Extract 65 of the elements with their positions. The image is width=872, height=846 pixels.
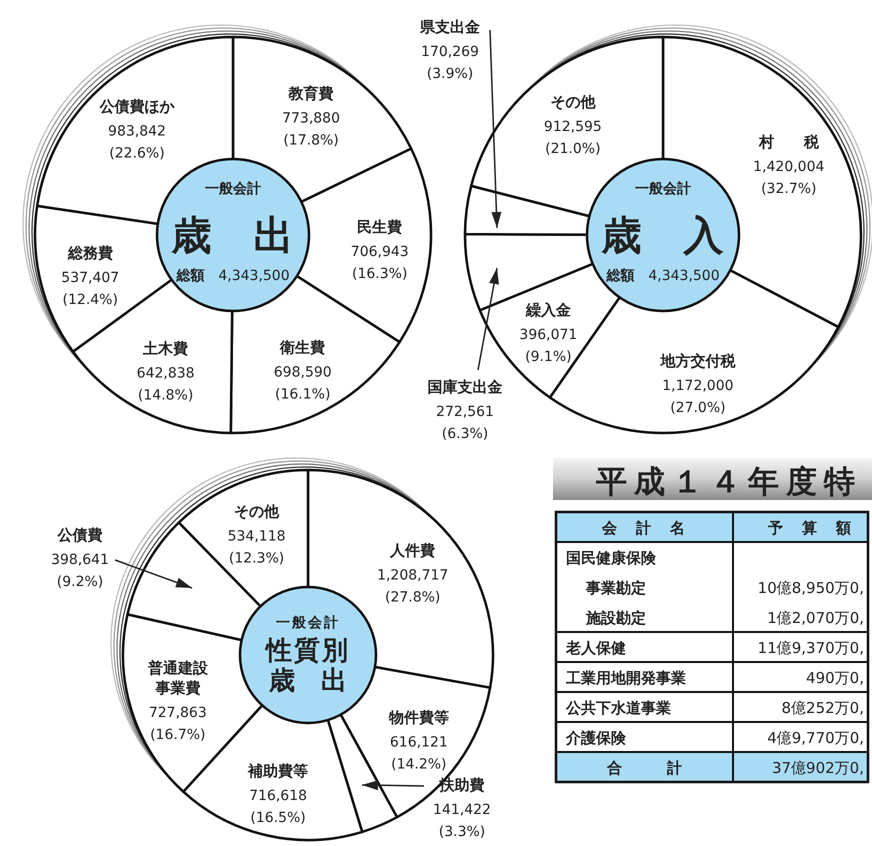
category-label: 工業用地開発事業 <box>566 669 686 687</box>
data-label: 1,208,717 (27.8%) <box>377 567 448 606</box>
data-label: 1,420,004 (32.7%) <box>753 158 825 197</box>
data-label: 141,422 (3.3%) <box>433 802 491 840</box>
text: 一般会計 <box>635 181 691 197</box>
slice-label: 総務費 <box>66 244 113 262</box>
slice-label: 国庫支出金 <box>428 378 502 396</box>
slice-label: 普通建設事業費 <box>146 658 209 697</box>
slice-label: 民生費 <box>357 218 402 236</box>
category-label: 国民健康保険 <box>566 549 656 567</box>
category-label: 老人保健 <box>566 639 626 657</box>
data-label: 642,838 (14.8%) <box>136 366 195 404</box>
data-label: 706,943 (16.3%) <box>350 244 409 282</box>
category-label: 介護保険 <box>566 729 626 747</box>
data-label: 537,407 (12.4%) <box>61 270 120 308</box>
slice-label: その他 <box>550 92 596 111</box>
slice-label: 公債費 <box>56 526 102 544</box>
category-label: 予 算 額 <box>767 519 853 537</box>
text: 総額 4,343,500 <box>605 267 720 284</box>
slice-label: 公債費ほか <box>98 98 176 116</box>
category-label: 事業勘定 <box>586 579 646 597</box>
data-label: 727,863 (16.7%) <box>148 704 207 743</box>
text: 8億252万0, <box>782 699 864 717</box>
slice-label: 補助費等 <box>247 762 308 780</box>
data-label: 398,641 (9.2%) <box>51 552 109 590</box>
data-label: 716,618 (16.5%) <box>249 788 308 826</box>
text: 歳 出 <box>268 666 347 696</box>
text: 490万0, <box>806 669 864 687</box>
text: 1億2,070万0, <box>767 609 864 627</box>
slice-label: その他 <box>234 502 280 521</box>
slice-label: 教育費 <box>288 84 334 102</box>
slice-label: 村 税 <box>758 132 820 151</box>
text: 歳 入 <box>600 213 724 259</box>
text: 4億9,770万0, <box>767 729 864 747</box>
slice-label: 土木費 <box>142 340 188 358</box>
data-label: 272,561 (6.3%) <box>436 404 494 442</box>
data-label: 912,595 (21.0%) <box>544 118 602 157</box>
text: 性質別 <box>264 636 350 666</box>
category-label: 会 計 名 <box>601 519 687 537</box>
data-label: 698,590 (16.1%) <box>274 364 332 402</box>
slice-label: 県支出金 <box>419 18 480 36</box>
text: 平成１４年度特 <box>595 464 862 500</box>
data-label: 170,269 (3.9%) <box>421 44 479 82</box>
slice-label: 繰入金 <box>524 301 571 320</box>
slice-label: 物件費等 <box>388 708 449 727</box>
data-label: 616,121 (14.2%) <box>390 734 448 773</box>
text: 一般会計 <box>205 181 261 197</box>
slice-label: 衛生費 <box>279 338 326 356</box>
text: 歳 出 <box>170 213 294 259</box>
category-label: 公共下水道事業 <box>566 699 671 717</box>
slice-label: 人件費 <box>389 541 436 560</box>
slice-label: 地方交付税 <box>659 352 736 370</box>
text: 総額 4,343,500 <box>175 267 290 284</box>
text: 一般会計 <box>276 615 340 631</box>
data-label: 773,880 (17.8%) <box>282 110 340 148</box>
data-label: 1,172,000 (27.0%) <box>662 378 734 416</box>
category-label: 合 計 <box>607 759 682 777</box>
data-label: 983,842 (22.6%) <box>108 124 166 162</box>
text: 37億902万0, <box>772 759 864 777</box>
data-label: 534,118 (12.3%) <box>228 528 286 567</box>
text: 10億8,950万0, <box>758 579 864 597</box>
data-label: 396,071 (9.1%) <box>519 327 578 366</box>
slice-label: 扶助費 <box>438 776 484 794</box>
category-label: 施設勘定 <box>586 609 646 627</box>
text: 11億9,370万0, <box>758 639 864 657</box>
